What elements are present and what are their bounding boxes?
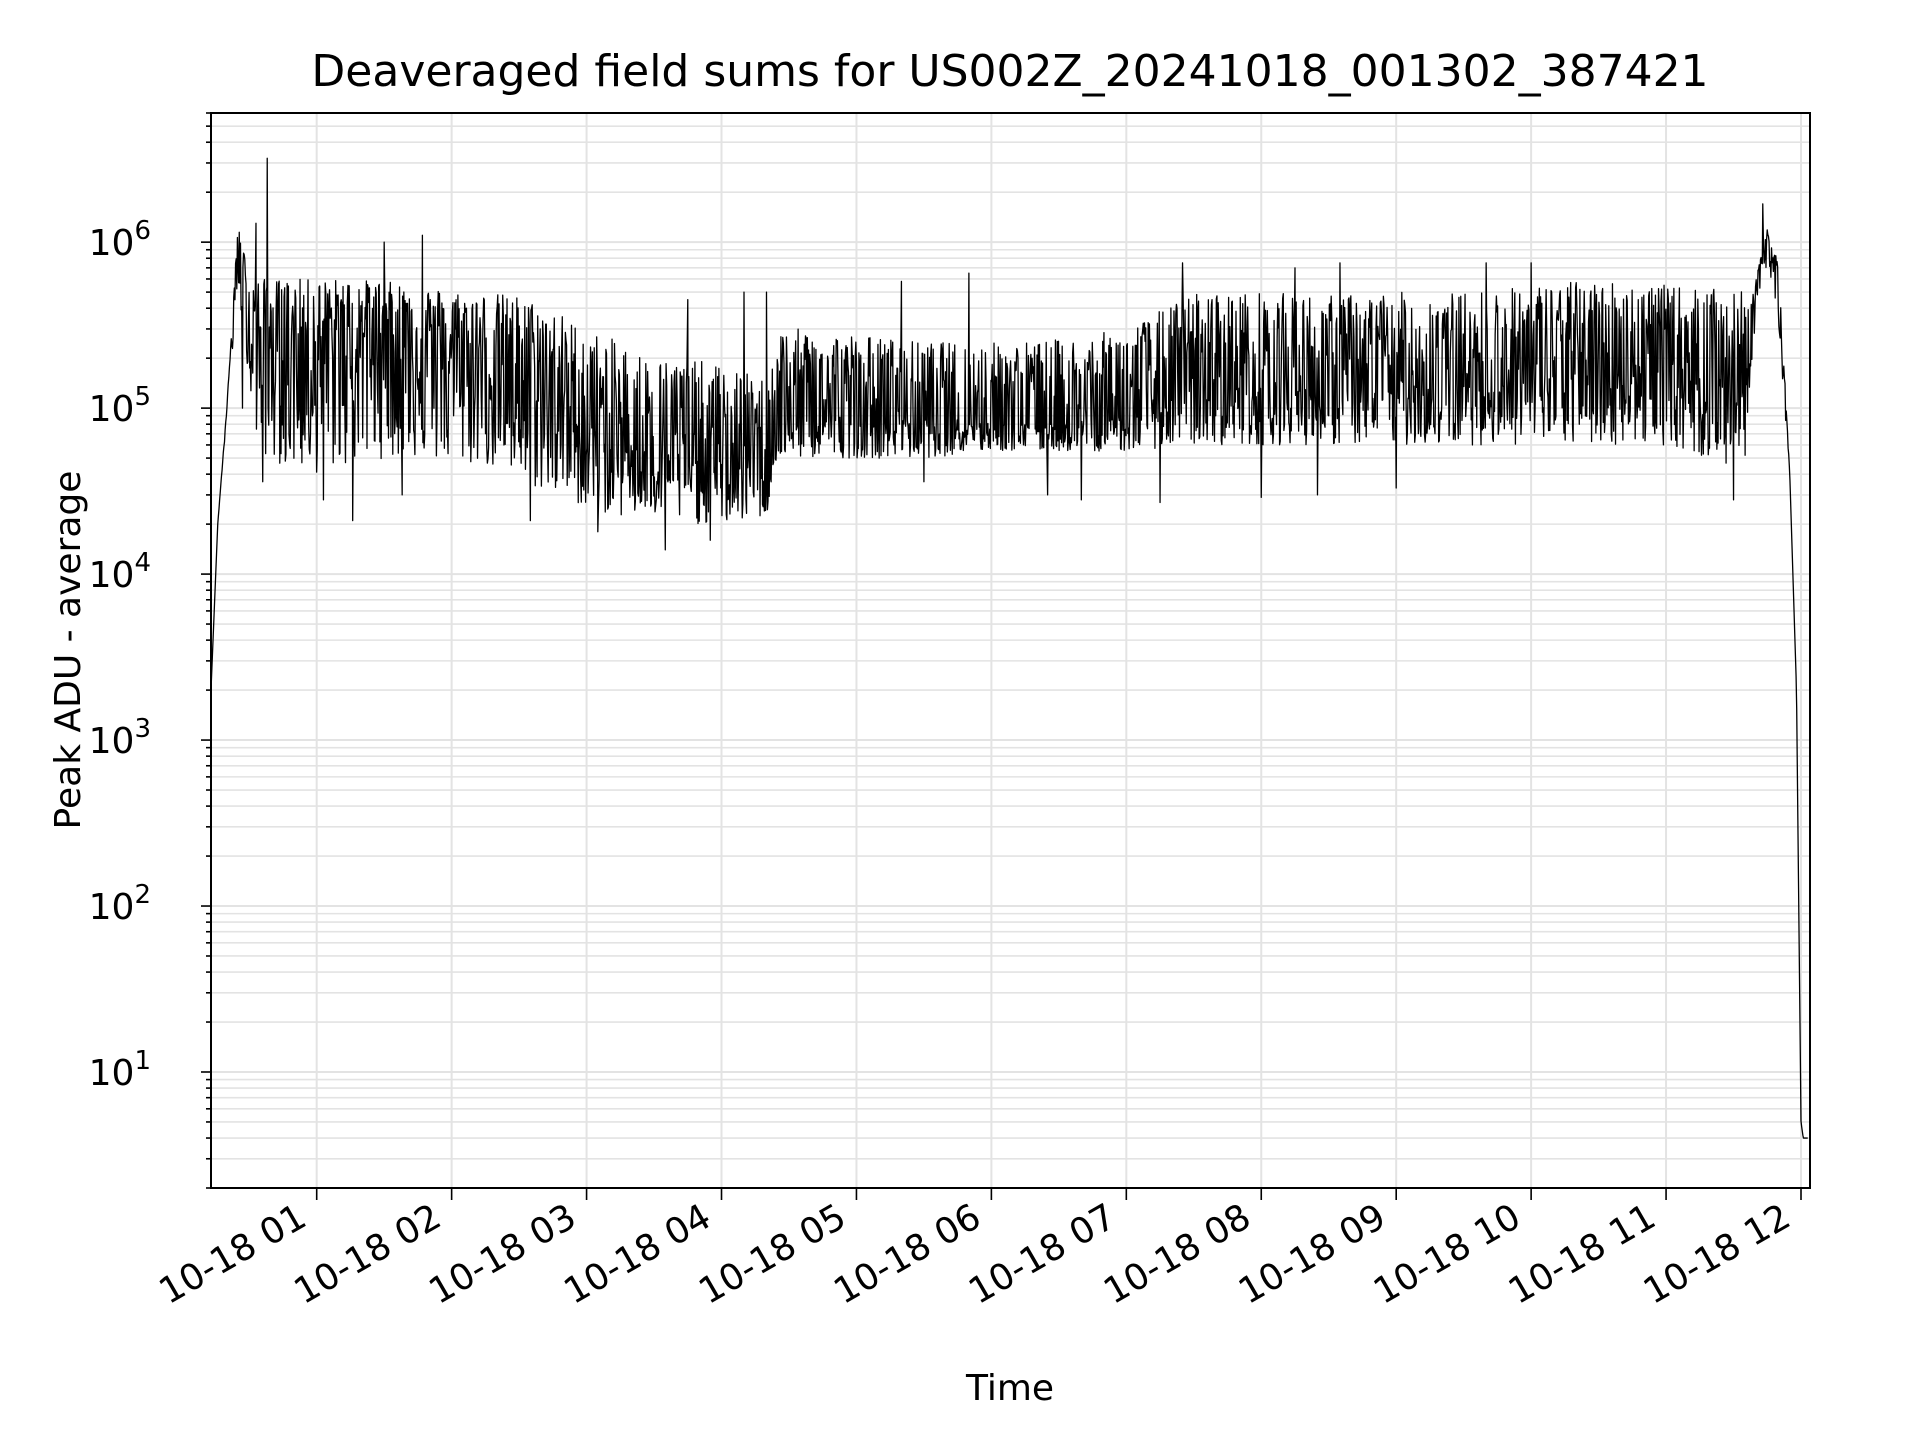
y-tick-label: 105 [89,382,151,430]
series-layer [211,157,1808,1139]
x-axis-label: Time [965,1368,1054,1409]
series-line [211,157,1808,1139]
y-tick-label: 104 [89,548,151,596]
y-axis: 101 102 103 104 105 106 [89,112,211,1189]
y-tick-label: 106 [89,216,151,264]
plot-frame [210,112,1811,1189]
y-tick-label: 101 [89,1046,151,1094]
chart-title: Deaveraged field sums for US002Z_2024101… [311,46,1708,97]
y-tick-label: 103 [89,714,151,762]
y-tick-label: 102 [89,880,151,928]
y-axis-label: Peak ADU - average [48,471,89,830]
minor-gridlines [211,112,1810,1189]
